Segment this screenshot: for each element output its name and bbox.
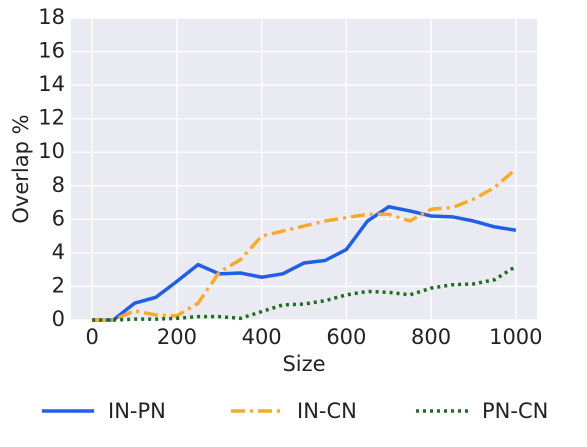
y-tick-label: 2: [52, 273, 65, 297]
x-tick-label: 200: [157, 325, 197, 349]
line-series: [92, 264, 517, 322]
y-tick-label: 18: [38, 5, 65, 29]
legend-label: IN-PN: [108, 399, 166, 423]
line-series: [92, 167, 517, 322]
legend-label: IN-CN: [297, 399, 357, 423]
y-tick-label: 12: [38, 106, 65, 130]
y-axis-label: Overlap %: [9, 114, 33, 223]
legend-label: PN-CN: [482, 399, 548, 423]
y-tick-label: 10: [38, 139, 65, 163]
plot-area: [71, 18, 537, 320]
y-tick-label: 14: [38, 72, 65, 96]
x-tick-label: 0: [85, 325, 98, 349]
y-tick-label: 16: [38, 39, 65, 63]
x-tick-label: 600: [326, 325, 366, 349]
line-series: [92, 204, 517, 322]
x-tick-label: 1000: [489, 325, 542, 349]
y-tick-label: 8: [52, 173, 65, 197]
x-axis-label: Size: [282, 352, 325, 376]
y-tick-label: 4: [52, 240, 65, 264]
y-tick-label: 0: [52, 307, 65, 331]
x-tick-label: 800: [411, 325, 451, 349]
y-tick-label: 6: [52, 206, 65, 230]
x-tick-label: 400: [242, 325, 282, 349]
